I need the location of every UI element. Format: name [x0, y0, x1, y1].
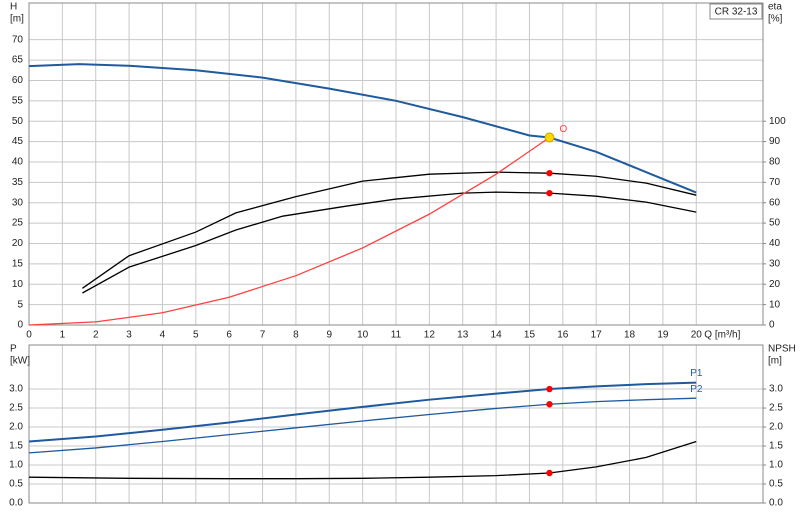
y2-tick-label: 1.0: [769, 460, 783, 471]
x-tick-label: 17: [591, 330, 603, 341]
y2-tick-label: 60: [769, 197, 781, 208]
y-tick-label: 3.0: [9, 384, 23, 395]
y-tick-label: 10: [12, 279, 24, 290]
y-axis-unit: [kW]: [10, 356, 30, 367]
x-tick-label: 2: [93, 330, 99, 341]
series-line: [28, 136, 550, 326]
series-line: [82, 171, 697, 289]
y-tick-label: 1.0: [9, 460, 23, 471]
y-axis-label: H: [10, 2, 17, 13]
x-tick-label: 18: [624, 330, 636, 341]
y-tick-label: 20: [12, 238, 24, 249]
y2-tick-label: 3.0: [769, 384, 783, 395]
x-tick-label: 12: [424, 330, 436, 341]
x-tick-label: 19: [657, 330, 669, 341]
y-tick-label: 2.5: [9, 403, 23, 414]
x-tick-label: 13: [457, 330, 469, 341]
x-tick-label: 6: [226, 330, 232, 341]
x-tick-label: 0: [26, 330, 32, 341]
y2-axis-unit: [m]: [768, 356, 782, 367]
y-tick-label: 65: [12, 55, 24, 66]
x-tick-label: 1: [60, 330, 66, 341]
y2-tick-label: 50: [769, 218, 781, 229]
x-tick-label: 8: [293, 330, 299, 341]
x-tick-label: 9: [326, 330, 332, 341]
operating-point: [546, 169, 553, 177]
y2-tick-label: 20: [769, 279, 781, 290]
title-box: [709, 3, 763, 20]
y2-axis-unit: [%]: [768, 14, 783, 25]
series-label: O: [559, 124, 567, 135]
y-tick-label: 15: [12, 259, 24, 270]
y-tick-label: 2.0: [9, 422, 23, 433]
x-tick-label: 11: [391, 330, 402, 341]
y2-tick-label: 80: [769, 157, 781, 168]
series-label: P1: [690, 368, 703, 379]
y2-tick-label: 40: [769, 238, 781, 249]
x-axis-label: Q [m³/h]: [704, 330, 740, 341]
y2-tick-label: 10: [769, 299, 781, 310]
y2-tick-label: 70: [769, 177, 781, 188]
y-tick-label: 50: [12, 116, 24, 127]
y-tick-label: 70: [12, 34, 24, 45]
y2-tick-label: 2.5: [769, 403, 783, 414]
y2-tick-label: 2.0: [769, 422, 783, 433]
y-tick-label: 40: [12, 157, 24, 168]
series-line: [82, 191, 697, 294]
x-tick-label: 7: [260, 330, 266, 341]
x-tick-label: 16: [557, 330, 569, 341]
operating-point: [546, 189, 553, 197]
y-tick-label: 0.0: [9, 498, 23, 509]
x-tick-label: 14: [491, 330, 503, 341]
y-axis-label: P: [10, 344, 17, 355]
operating-point: [546, 469, 553, 477]
y2-tick-label: 0.5: [769, 479, 783, 490]
y-tick-label: 0: [17, 320, 23, 331]
x-tick-label: 4: [160, 330, 166, 341]
y-tick-label: 35: [12, 177, 24, 188]
series-label: P2: [690, 384, 703, 395]
y-axis-unit: [m]: [10, 14, 24, 25]
y2-axis-label: NPSH: [768, 344, 796, 355]
plot-frame: [28, 2, 764, 326]
y-tick-label: 60: [12, 75, 24, 86]
x-tick-label: 15: [524, 330, 536, 341]
y2-tick-label: 0.0: [769, 498, 783, 509]
x-tick-label: 20: [691, 330, 703, 341]
y-tick-label: 1.5: [9, 441, 23, 452]
series-line: [28, 397, 697, 454]
y2-tick-label: 0: [769, 320, 775, 331]
series-line: [28, 440, 697, 480]
y-tick-label: 30: [12, 197, 24, 208]
x-tick-label: 3: [126, 330, 132, 341]
y-tick-label: 0.5: [9, 479, 23, 490]
y2-axis-label: eta: [768, 2, 782, 13]
operating-point: [546, 401, 553, 408]
y-tick-label: 25: [12, 218, 24, 229]
chart-title: CR 32-13: [715, 7, 758, 18]
y-tick-label: 5: [17, 299, 23, 310]
x-tick-label: 5: [193, 330, 199, 341]
y2-tick-label: 100: [769, 116, 786, 127]
y-tick-label: 55: [12, 95, 24, 106]
plot-frame: [28, 344, 764, 504]
y2-tick-label: 30: [769, 259, 781, 270]
series-line: [28, 63, 697, 194]
y-tick-label: 45: [12, 136, 24, 147]
y2-tick-label: 90: [769, 136, 781, 147]
series-line: [28, 381, 697, 443]
x-tick-label: 10: [357, 330, 369, 341]
operating-point: [544, 132, 555, 143]
y2-tick-label: 1.5: [769, 441, 783, 452]
operating-point: [546, 385, 553, 393]
